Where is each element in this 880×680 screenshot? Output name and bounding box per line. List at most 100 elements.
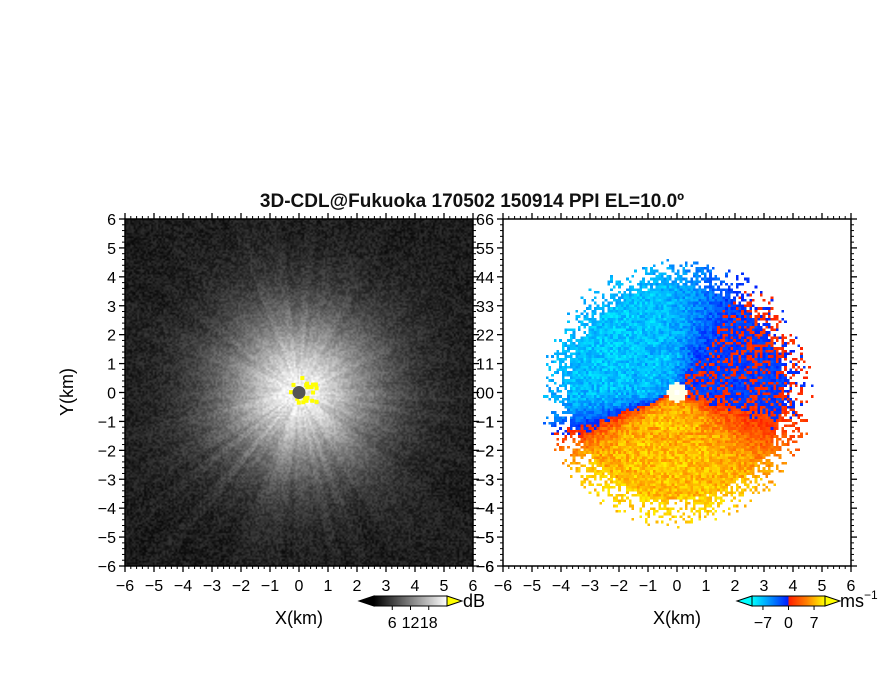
y-tick-label: 0 (107, 386, 116, 403)
center-mark-pixel (314, 386, 319, 391)
y-tick-label-right: 4 (476, 270, 485, 287)
x-tick-label: −3 (581, 578, 599, 595)
signal-x-ticks: −6 −5 −4 −3 −2 −1 0 1 2 3 4 5 6 (116, 213, 478, 595)
y-tick-label: 5 (485, 241, 494, 258)
x-tick-label: −6 (116, 578, 134, 595)
center-mark-pixel (304, 398, 309, 403)
velocity-x-axis-label: X(km) (653, 608, 701, 628)
x-tick-label: −2 (232, 578, 250, 595)
y-tick-label-right: 0 (476, 386, 485, 403)
center-mark-pixel (310, 398, 315, 403)
y-tick-label: 3 (107, 299, 116, 316)
y-tick-label: −1 (98, 414, 116, 431)
y-tick-label: 3 (485, 299, 494, 316)
signal-x-axis-label: X(km) (275, 608, 323, 628)
y-tick-label: 4 (107, 270, 116, 287)
x-tick-label: −3 (203, 578, 221, 595)
colorbar-tick-label: 18 (420, 615, 438, 632)
x-tick-label: 0 (673, 578, 682, 595)
center-mark-pixel (314, 399, 319, 404)
center-mark-pixel (296, 400, 301, 405)
center-mark-pixel (305, 385, 310, 390)
center-mark-pixel (305, 381, 310, 386)
signal-colorbar-low-arrow (357, 595, 375, 607)
x-tick-label: −1 (261, 578, 279, 595)
radar-site-marker (292, 386, 306, 399)
x-tick-label: 5 (440, 578, 449, 595)
x-tick-label: 5 (818, 578, 827, 595)
center-mark-pixel (300, 376, 305, 381)
center-mark-pixel (302, 396, 307, 401)
y-tick-label-right: −5 (476, 530, 494, 547)
x-tick-label: 4 (789, 578, 798, 595)
x-tick-label: −5 (145, 578, 163, 595)
velocity-panel: −6 −5 −4 −3 −2 −1 0 1 2 3 4 5 6 −6−5−4−3−2−10123456 … (476, 212, 878, 632)
signal-colorbar: 6 12 18 dB (357, 591, 485, 632)
center-mark-pixel (291, 382, 296, 387)
x-tick-label: 3 (760, 578, 769, 595)
y-tick-label: 1 (107, 357, 116, 374)
y-tick-label-right: 6 (476, 212, 485, 229)
y-tick-label: −3 (476, 472, 494, 489)
x-tick-label: 2 (731, 578, 740, 595)
velocity-colorbar-ticks: −7 0 7 (754, 606, 819, 632)
signal-y-axis-label: Y(km) (57, 368, 77, 416)
center-mark-pixel (295, 396, 300, 401)
x-tick-label: 4 (411, 578, 420, 595)
signal-colorbar-unit: dB (463, 591, 485, 611)
signal-colorbar-gradient (373, 595, 448, 607)
y-tick-label-right: 2 (476, 328, 485, 345)
velocity-heatmap (503, 219, 851, 566)
colorbar-tick-label: 6 (388, 615, 397, 632)
x-tick-label: 2 (353, 578, 362, 595)
x-tick-label: −2 (610, 578, 628, 595)
x-tick-label: −4 (174, 578, 192, 595)
signal-colorbar-ticks: 6 12 18 (388, 606, 438, 632)
signal-panel: −6 −5 −4 −3 −2 −1 0 1 2 3 4 5 6 −6 −6−5 −5−4 −4−3 −3−2 −2… (57, 212, 494, 632)
center-mark-pixel (289, 390, 294, 395)
x-tick-label: 3 (382, 578, 391, 595)
center-mark-pixel (305, 395, 310, 400)
y-tick-label-right: −1 (476, 414, 494, 431)
y-tick-label: 1 (485, 357, 494, 374)
y-tick-label: 4 (485, 270, 494, 287)
y-tick-label: 6 (485, 212, 494, 229)
velocity-x-ticks: −6 −5 −4 −3 −2 −1 0 1 2 3 4 5 6 (494, 213, 856, 595)
velocity-colorbar-unit: ms−1 (840, 588, 878, 611)
x-tick-label: −5 (523, 578, 541, 595)
y-tick-label: −1 (476, 414, 494, 431)
x-tick-label: −6 (494, 578, 512, 595)
y-tick-label: 5 (107, 241, 116, 258)
y-tick-label: −6 (476, 559, 494, 576)
x-tick-label: 1 (702, 578, 711, 595)
signal-y-ticks: −6 −6−5 −5−4 −4−3 −3−2 −2−1 −10 01 12 23 34 45 56 6 (98, 212, 495, 576)
y-tick-label: −4 (98, 501, 116, 518)
y-tick-label-right: 3 (476, 299, 485, 316)
x-tick-label: 6 (469, 578, 478, 595)
x-tick-label: 1 (324, 578, 333, 595)
y-tick-label-right: −3 (476, 472, 494, 489)
velocity-image (503, 219, 851, 566)
x-tick-label: 0 (295, 578, 304, 595)
velocity-colorbar: −7 0 7 ms−1 (735, 588, 878, 632)
y-tick-label: −3 (98, 472, 116, 489)
center-mark (289, 376, 319, 405)
y-tick-label-right: −4 (476, 501, 494, 518)
y-tick-label: 2 (107, 328, 116, 345)
velocity-colorbar-low-arrow (735, 595, 753, 607)
colorbar-tick-label: 12 (402, 615, 420, 632)
center-mark-pixel (311, 390, 316, 395)
y-tick-label: 2 (485, 328, 494, 345)
velocity-colorbar-gradient (751, 595, 826, 607)
y-tick-label: −5 (98, 530, 116, 547)
y-tick-label-right: 5 (476, 241, 485, 258)
x-tick-label: 6 (847, 578, 856, 595)
velocity-colorbar-high-arrow (824, 595, 842, 607)
center-mark-pixel (309, 384, 314, 389)
colorbar-tick-label: 0 (784, 615, 793, 632)
center-mark-pixel (310, 382, 315, 387)
x-tick-label: −1 (639, 578, 657, 595)
colorbar-tick-label: 7 (810, 615, 819, 632)
